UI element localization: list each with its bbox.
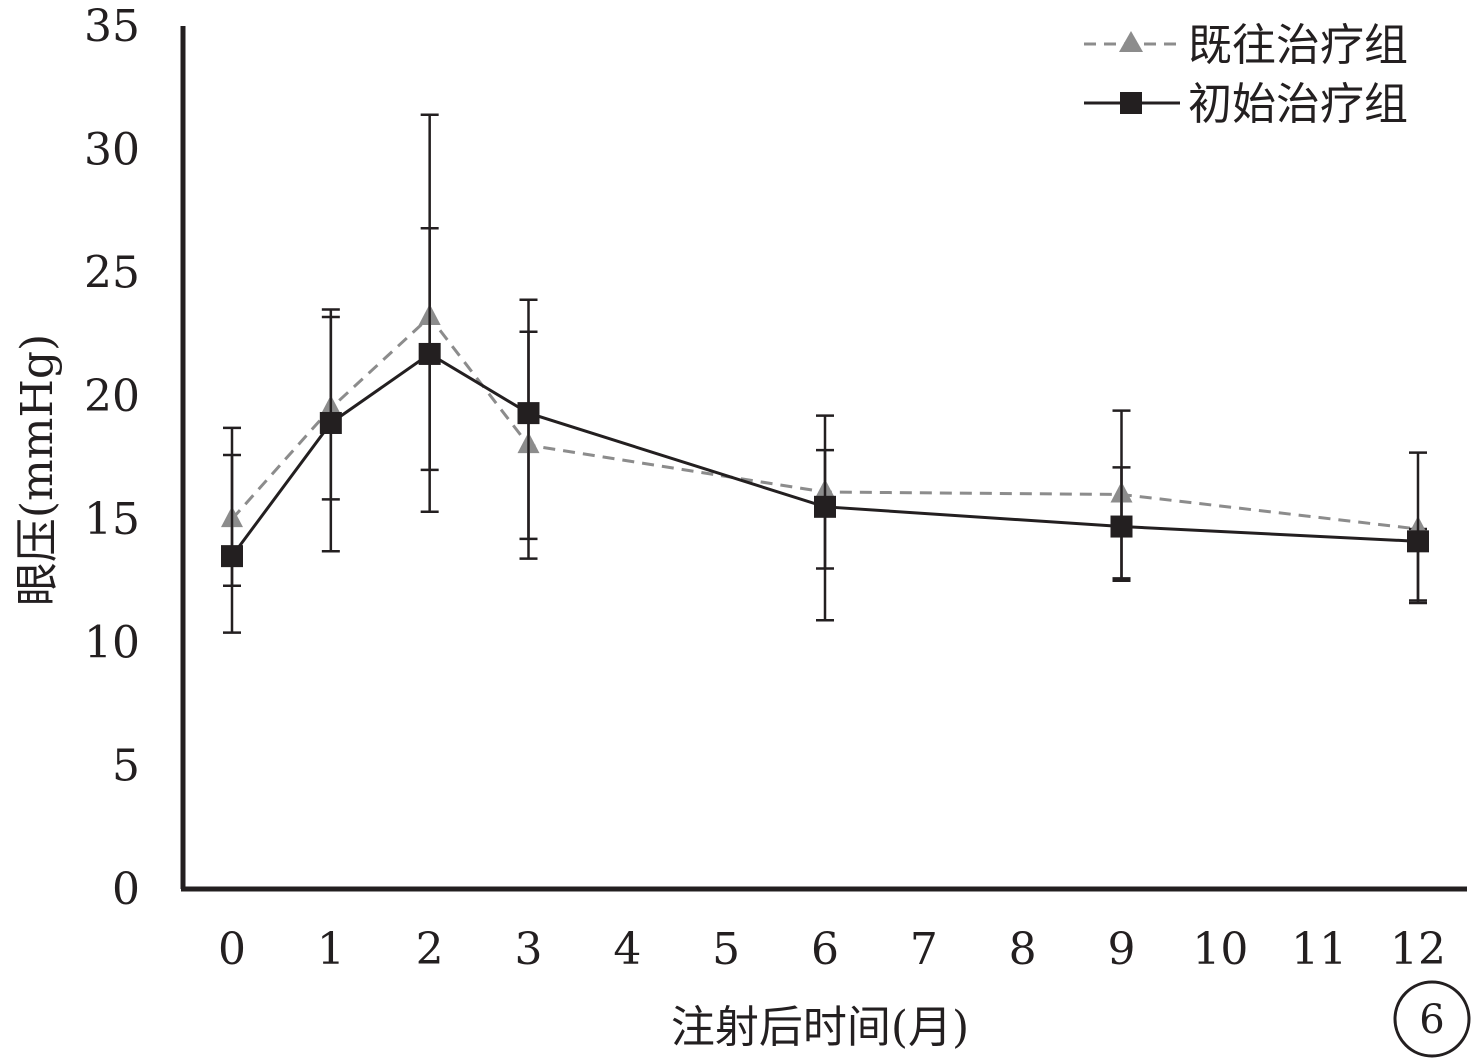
x-axis-ticks: 0 1 2 3 4 5 6 7 8 9 10 11 12: [218, 924, 1446, 975]
x-tick-label: 10: [1192, 924, 1248, 975]
x-tick-label: 2: [416, 924, 444, 975]
legend-swatch-square-marker: [1120, 92, 1142, 114]
y-axis-ticks: 0 5 10 15 20 25 30 35: [84, 1, 140, 915]
x-tick-label: 1: [317, 924, 345, 975]
x-tick-label: 3: [515, 924, 543, 975]
legend-entry-previous-treatment: 既往治疗组: [1084, 20, 1408, 71]
axes: [180, 26, 1467, 892]
y-tick-label: 5: [112, 741, 140, 792]
y-tick-label: 15: [84, 494, 140, 545]
x-tick-label: 7: [910, 924, 938, 975]
panel-number-badge: 6: [1393, 980, 1471, 1058]
data-point-square: [418, 342, 441, 365]
y-tick-label: 30: [84, 124, 140, 175]
y-axis-title: 眼压(mmHg): [12, 334, 63, 606]
x-tick-label: 5: [712, 924, 740, 975]
y-tick-label: 25: [84, 248, 140, 299]
data-point-square: [814, 495, 836, 518]
x-tick-label: 0: [218, 924, 246, 975]
legend-entry-initial-treatment: 初始治疗组: [1084, 79, 1408, 130]
series-initial-treatment: [221, 113, 1429, 634]
y-tick-label: 20: [84, 371, 140, 422]
x-tick-label: 12: [1390, 924, 1446, 975]
legend-label-previous-treatment: 既往治疗组: [1188, 20, 1408, 71]
y-tick-label: 35: [84, 1, 140, 52]
x-axis-title: 注射后时间(月): [671, 1002, 969, 1053]
panel-badge-label: 6: [1419, 997, 1444, 1043]
data-point-square: [221, 545, 243, 568]
legend-label-initial-treatment: 初始治疗组: [1188, 79, 1408, 130]
panel-badge-circle: [1393, 980, 1471, 1058]
y-tick-label: 10: [84, 617, 140, 668]
x-tick-label: 11: [1291, 924, 1347, 975]
series-layer: [221, 113, 1429, 634]
x-tick-label: 6: [811, 924, 839, 975]
data-point-square: [1110, 515, 1133, 538]
y-tick-label: 0: [112, 864, 140, 915]
x-tick-label: 8: [1009, 924, 1037, 975]
legend-swatch-triangle-marker: [1119, 31, 1143, 52]
legend: 既往治疗组 初始治疗组: [1084, 20, 1408, 130]
data-point-square: [1407, 530, 1429, 553]
data-point-square: [319, 411, 342, 434]
data-point-square: [517, 402, 540, 425]
x-tick-label: 4: [613, 924, 641, 975]
x-tick-label: 9: [1108, 924, 1136, 975]
